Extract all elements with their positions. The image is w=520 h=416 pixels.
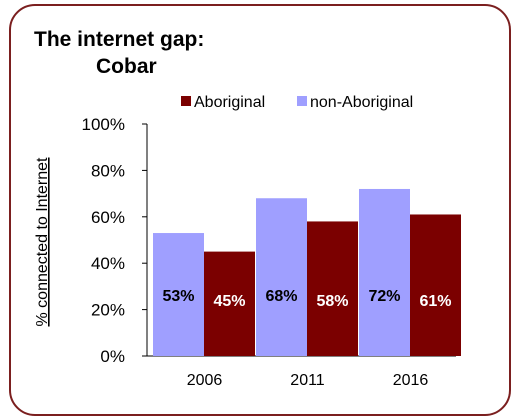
legend-label-non-aboriginal: non-Aboriginal [310,94,413,111]
x-tick-label: 2016 [393,372,429,389]
x-tick-label: 2011 [290,372,325,389]
bar-aboriginal-2016 [410,214,461,356]
bar-chart: 0% 20% 40% 60% 80% 100% % connected to Interne… [34,94,461,389]
data-label-non-aboriginal-2011: 68% [265,288,297,305]
data-label-non-aboriginal-2016: 72% [368,288,400,305]
bar-non-aboriginal-2006 [153,233,204,356]
chart-title-line-2: Cobar [96,55,157,78]
y-tick-label: 80% [91,161,125,180]
data-label-aboriginal-2006: 45% [213,293,245,310]
y-axis-label: % connected to Internet [34,157,51,327]
chart-title-line-1: The internet gap: [34,28,205,51]
y-tick-label: 60% [91,208,125,227]
bar-aboriginal-2011 [307,221,358,356]
y-tick-label: 100% [82,115,125,134]
bar-aboriginal-2006 [204,251,255,356]
y-tick-label: 20% [91,301,125,320]
legend-swatch-aboriginal [181,96,191,106]
x-tick-label: 2006 [187,372,223,389]
legend-label-aboriginal: Aboriginal [194,94,265,111]
data-label-non-aboriginal-2006: 53% [162,288,194,305]
bar-non-aboriginal-2016 [359,188,410,356]
y-tick-label: 0% [100,347,125,366]
bar-non-aboriginal-2011 [256,198,307,356]
legend-swatch-non-aboriginal [297,96,307,106]
y-tick-label: 40% [91,254,125,273]
data-label-aboriginal-2011: 58% [316,293,348,310]
data-label-aboriginal-2016: 61% [419,293,451,310]
